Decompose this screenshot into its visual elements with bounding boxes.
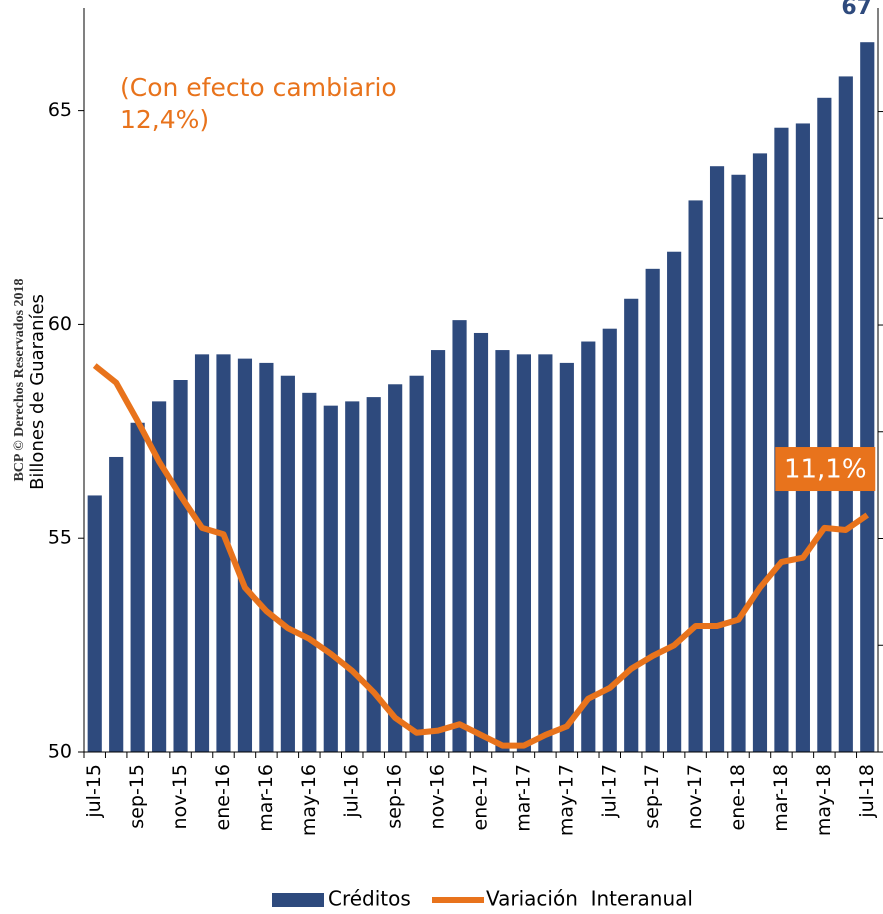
x-tick-label: may-17: [555, 764, 577, 836]
bar: [259, 362, 274, 752]
bar: [752, 153, 768, 753]
x-tick-label: mar-18: [770, 764, 792, 832]
bar: [430, 350, 446, 752]
annotation: (Con efecto cambiario 12,4%): [120, 73, 397, 134]
x-tick-label: jul-15: [83, 764, 105, 819]
bar: [495, 350, 510, 752]
line: [92, 363, 869, 749]
legend-label: Créditos: [328, 887, 411, 911]
y-tick-label: 50: [48, 741, 72, 763]
x-tick-label: nov-15: [169, 764, 191, 829]
bar: [323, 405, 338, 752]
bar: [302, 392, 317, 752]
bar: [173, 380, 188, 752]
value-label-bg: [775, 447, 876, 492]
y-tick-label: 60: [48, 313, 72, 335]
bar: [645, 268, 660, 752]
bar: [795, 123, 810, 753]
bar: [731, 174, 746, 753]
bar: [624, 298, 639, 752]
x-tick-label: sep-17: [641, 764, 663, 829]
y-tick-label: 65: [48, 99, 72, 121]
x-tick-label: nov-17: [684, 764, 706, 829]
x-tick-label: nov-16: [427, 764, 449, 829]
bar: [559, 362, 574, 752]
x-tick-label: jul-18: [856, 764, 878, 819]
bar: [366, 397, 381, 752]
bar: [860, 42, 875, 752]
x-tick-label: ene-16: [212, 764, 234, 830]
annotation: 67: [841, 0, 872, 20]
bar: [602, 328, 617, 752]
bar: [516, 354, 532, 752]
y-axis-title: Billones de Guaraníes: [27, 294, 48, 490]
bar: [87, 495, 102, 752]
bar: [109, 456, 124, 752]
legend-label: Variación Interanual: [486, 887, 693, 911]
watermark: BCP © Derechos Reservados 2018: [12, 278, 27, 481]
bar: [388, 384, 403, 752]
x-tick-label: jul-16: [341, 764, 363, 819]
bar: [667, 251, 682, 753]
bar: [409, 375, 424, 752]
bar: [345, 401, 360, 752]
bar: [280, 375, 295, 752]
bar: [838, 76, 853, 752]
bar: [688, 200, 703, 752]
x-tick-label: ene-18: [727, 764, 749, 830]
bar: [130, 422, 145, 752]
x-tick-label: sep-16: [384, 764, 406, 829]
bar: [473, 332, 489, 752]
bar: [774, 127, 789, 753]
bar: [538, 354, 553, 752]
x-tick-label: may-16: [298, 764, 320, 836]
y-tick-label: 55: [48, 527, 72, 549]
bar: [194, 354, 210, 752]
x-tick-label: mar-16: [255, 764, 277, 832]
bar: [817, 97, 832, 753]
value-label: 11,1%: [784, 455, 867, 485]
x-tick-label: jul-17: [598, 764, 620, 819]
bar: [581, 341, 596, 752]
bar: [709, 166, 725, 752]
legend-swatch: [272, 893, 324, 907]
x-tick-label: ene-17: [470, 764, 492, 830]
bar: [452, 320, 467, 752]
bar: [237, 358, 253, 752]
x-tick-label: may-18: [813, 764, 835, 836]
x-tick-label: sep-15: [126, 764, 148, 829]
bar: [216, 354, 231, 752]
bar: [152, 401, 167, 752]
x-tick-label: mar-17: [512, 764, 534, 832]
